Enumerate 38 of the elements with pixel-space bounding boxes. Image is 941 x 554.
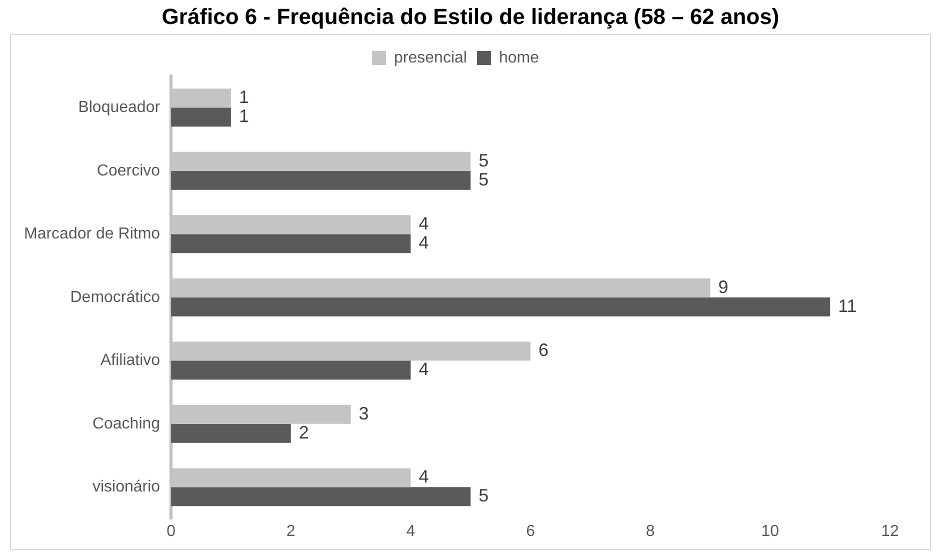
- x-tick-label: 12: [881, 522, 899, 540]
- data-label: 5: [478, 150, 489, 170]
- data-label: 4: [418, 232, 429, 253]
- x-tick-label: 10: [761, 522, 780, 540]
- bar: [171, 234, 411, 254]
- bar: [171, 487, 471, 506]
- data-label: 4: [418, 359, 429, 380]
- bar: [171, 297, 830, 316]
- y-tick-label: Marcador de Ritmo: [24, 226, 160, 243]
- y-tick-label: visionário: [92, 478, 160, 496]
- legend-label: presencial: [394, 49, 467, 66]
- x-tick-label: 0: [166, 522, 176, 540]
- data-label: 4: [418, 466, 429, 487]
- bar: [171, 360, 411, 380]
- data-label: 6: [538, 340, 549, 360]
- y-tick-label: Bloqueador: [78, 99, 161, 116]
- data-label: 9: [718, 276, 728, 297]
- data-label: 4: [418, 214, 429, 234]
- bar: [171, 170, 471, 190]
- data-label: 1: [238, 106, 249, 126]
- bar: [171, 424, 291, 443]
- y-tick-label: Coaching: [92, 415, 160, 432]
- data-label: 2: [298, 422, 309, 442]
- x-tick-label: 6: [526, 522, 536, 540]
- y-tick-label: Democrático: [70, 288, 160, 306]
- data-label: 1: [238, 87, 249, 108]
- data-label: 3: [358, 403, 369, 424]
- x-tick-label: 2: [286, 522, 296, 540]
- data-label: 11: [838, 296, 857, 316]
- legend-label: home: [498, 49, 540, 66]
- y-tick-label: Afiliativo: [100, 352, 160, 370]
- x-tick-label: 8: [646, 522, 655, 540]
- x-tick-label: 4: [406, 522, 416, 540]
- y-tick-label: Coercivo: [96, 162, 160, 180]
- chart-title: Gráfico 6 - Frequência do Estilo de liderança (58 – 62 anos): [160, 3, 780, 31]
- bar: [171, 108, 231, 127]
- data-label: 5: [478, 169, 489, 190]
- data-label: 5: [478, 486, 489, 506]
